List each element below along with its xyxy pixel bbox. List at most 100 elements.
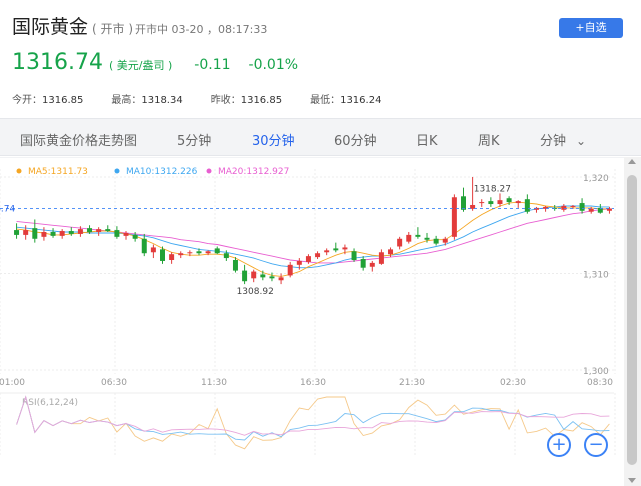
candle-body — [41, 232, 47, 237]
candle-body — [497, 200, 503, 205]
tab-minute-label: 分钟 — [540, 134, 567, 149]
candle-body — [433, 238, 439, 244]
candle-body — [378, 252, 384, 264]
ma10-line — [16, 205, 610, 269]
candle-body — [160, 249, 165, 261]
legend-dot — [114, 168, 120, 174]
candle-body — [251, 271, 257, 279]
candle-body — [442, 238, 448, 243]
candle-body — [451, 197, 457, 237]
extreme-annotation: 1308.92 — [237, 287, 274, 297]
candle-body — [196, 251, 202, 254]
candle-body — [14, 230, 20, 235]
stat-prev-close: 昨收：1316.85 — [210, 95, 283, 106]
x-tick-label: 21:30 — [399, 378, 425, 388]
candle-body — [561, 205, 567, 210]
scroll-down-icon[interactable] — [628, 478, 636, 483]
last-price: 1316.74 — [12, 50, 103, 75]
candle-body — [214, 248, 220, 254]
price-row: 1316.74 ( 美元/盎司 ) -0.11 -0.01% — [12, 50, 298, 80]
candle-body — [150, 247, 156, 253]
tab-minute-dropdown[interactable]: 分钟 ⌄ — [540, 130, 586, 149]
candle-body — [260, 274, 266, 278]
tab-price-trend[interactable]: 国际黄金价格走势图 — [20, 134, 138, 149]
x-tick-label: 08:30 — [587, 378, 613, 388]
tab-weekly-k[interactable]: 周K — [478, 134, 500, 149]
candle-body — [141, 238, 147, 254]
x-tick-label: 16:30 — [300, 378, 326, 388]
market-status-time: 开市中 03-20 ，08:17:33 — [135, 23, 268, 36]
candle-body — [123, 232, 129, 236]
candle-body — [287, 264, 293, 276]
candle-body — [406, 234, 412, 242]
add-to-watchlist-button[interactable]: +自选 — [559, 18, 623, 38]
y-tick-label: 1,300 — [583, 367, 609, 377]
candle-body — [397, 238, 403, 247]
candle-body — [333, 248, 339, 251]
candle-body — [479, 202, 485, 204]
candle-body — [424, 237, 430, 240]
candle-body — [360, 259, 366, 268]
price-unit: ( 美元/盎司 ) — [108, 59, 173, 72]
instrument-title: 国际黄金 — [12, 16, 89, 38]
tab-5min[interactable]: 5分钟 — [177, 134, 212, 149]
stat-low: 最低：1316.24 — [310, 95, 382, 106]
price-change-percent: -0.01% — [248, 57, 299, 73]
candle-body — [315, 253, 321, 258]
zoom-in-button[interactable]: + — [547, 433, 571, 457]
candle-body — [524, 199, 530, 212]
x-tick-label: 06:30 — [101, 378, 127, 388]
quote-header: 国际黄金 ( 开市 ) 开市中 03-20 ，08:17:33 — [12, 12, 267, 42]
extreme-annotation: 1318.27 — [474, 185, 511, 195]
candle-body — [488, 201, 494, 205]
rsi-line — [16, 395, 610, 450]
candle-body — [461, 196, 466, 210]
candle-body — [324, 250, 330, 253]
x-tick-label: 11:30 — [201, 378, 227, 388]
candle-body — [588, 208, 594, 212]
legend-label: MA20:1312.927 — [218, 167, 289, 177]
candle-body — [68, 231, 74, 234]
candle-body — [114, 230, 120, 237]
tab-60min[interactable]: 60分钟 — [334, 134, 377, 149]
legend-label: MA10:1312.226 — [126, 167, 198, 177]
rsi-label: RSI(6,12,24) — [22, 398, 78, 408]
stat-high: 最高：1318.34 — [111, 95, 183, 106]
candle-body — [178, 253, 184, 256]
rsi-line — [16, 395, 610, 436]
candle-body — [305, 256, 311, 262]
tab-daily-k[interactable]: 日K — [416, 134, 438, 149]
candle-body — [59, 231, 65, 236]
candle-body — [470, 204, 476, 209]
candle-body — [506, 198, 512, 203]
candle-body — [415, 234, 421, 237]
vertical-scrollbar[interactable] — [624, 157, 641, 486]
legend-dot — [16, 168, 22, 174]
ma20-line — [16, 208, 610, 264]
candle-body — [96, 229, 102, 233]
current-price-label: 1316.74 — [0, 204, 15, 214]
candle-body — [597, 207, 603, 213]
candle-body — [223, 253, 229, 259]
candle-body — [23, 230, 29, 235]
zoom-out-button[interactable]: − — [584, 433, 608, 457]
quote-stats: 今开：1316.85 最高：1318.34 昨收：1316.85 最低：1316… — [12, 91, 409, 106]
scroll-up-icon[interactable] — [628, 159, 636, 164]
candlestick-chart[interactable]: 1,320 1,310 1,300 MA5:1311.73 MA10:1312.226 M… — [0, 157, 624, 486]
scrollbar-thumb[interactable] — [627, 175, 637, 465]
candle-body — [543, 206, 549, 209]
price-change: -0.11 — [194, 57, 231, 73]
candle-body — [242, 270, 248, 282]
candle-body — [205, 251, 211, 254]
candle-body — [296, 260, 302, 265]
stat-open: 今开：1316.85 — [12, 95, 84, 106]
candle-body — [132, 234, 138, 239]
candle-body — [351, 251, 357, 260]
candle-body — [105, 229, 111, 232]
candle-body — [32, 228, 38, 239]
y-tick-label: 1,320 — [583, 174, 609, 184]
x-tick-label: 01:00 — [0, 378, 25, 388]
candle-body — [342, 247, 348, 250]
tab-30min[interactable]: 30分钟 — [252, 134, 295, 149]
